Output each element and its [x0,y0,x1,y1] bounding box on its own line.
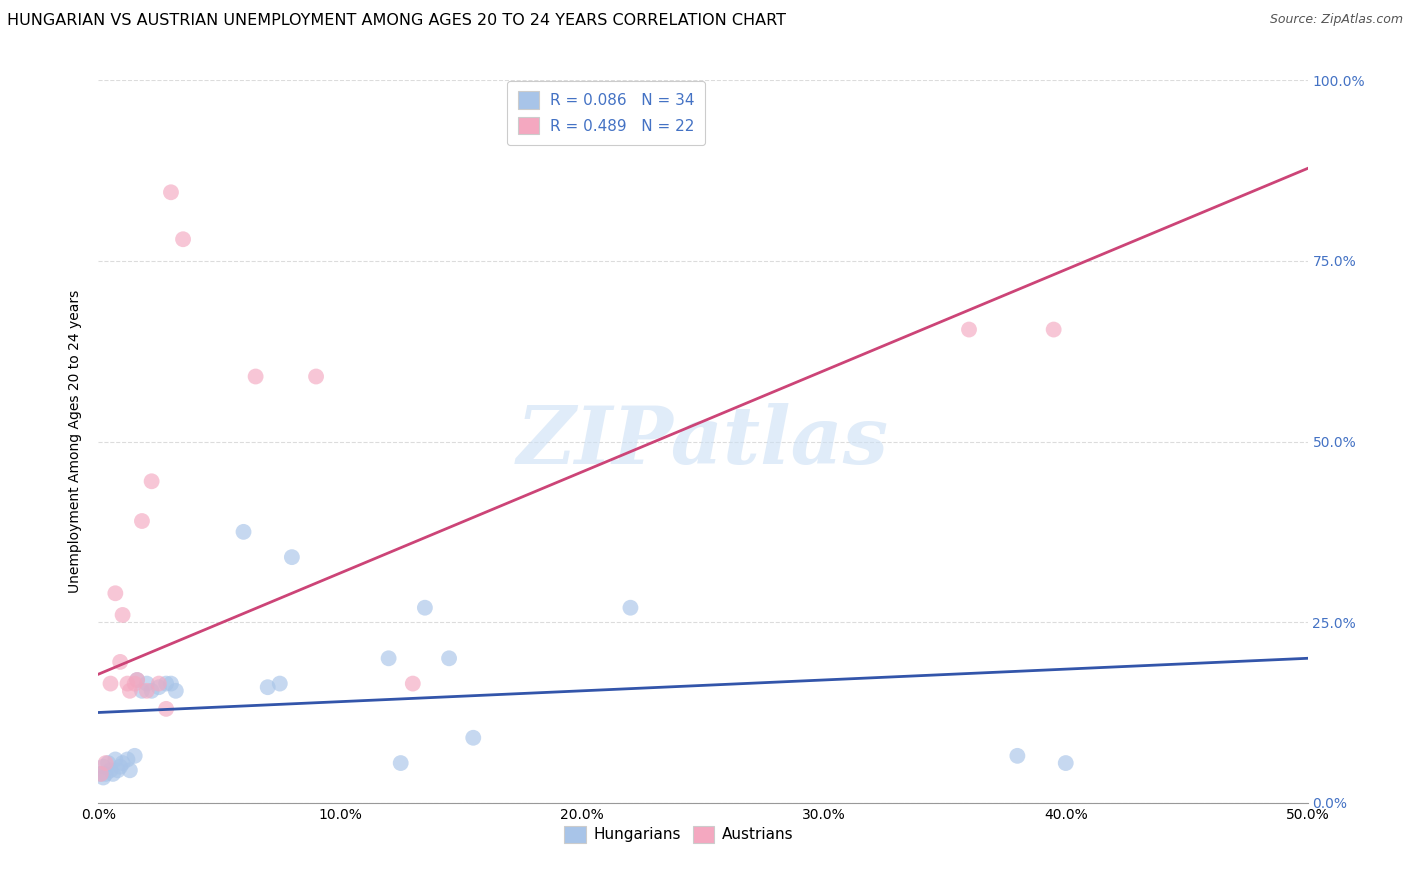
Point [305,369,328,384]
Point [160,186,183,200]
Point [155,676,177,690]
Point [135,683,157,698]
Point [108,655,131,669]
Point [104,586,127,600]
Point [107,764,129,778]
Point [141,475,163,489]
Point [148,680,170,694]
Point [100,676,122,690]
Text: Source: ZipAtlas.com: Source: ZipAtlas.com [1270,13,1403,27]
Point [90,767,112,781]
Point [1042,322,1064,336]
Point [90,767,112,781]
Point [141,683,163,698]
Point [111,607,134,622]
Point [118,683,141,698]
Point [377,651,399,665]
Point [402,676,425,690]
Point [172,232,194,246]
Point [389,756,412,770]
Point [619,600,641,615]
Point [111,756,134,770]
Point [463,731,485,745]
Text: HUNGARIAN VS AUSTRIAN UNEMPLOYMENT AMONG AGES 20 TO 24 YEARS CORRELATION CHART: HUNGARIAN VS AUSTRIAN UNEMPLOYMENT AMONG… [7,13,786,29]
Point [127,673,149,687]
Point [94,756,117,770]
Point [269,676,291,690]
Point [131,514,153,528]
Point [131,683,153,698]
Point [101,767,124,781]
Point [118,764,141,778]
Point [94,767,117,781]
Point [281,550,304,565]
Point [245,369,267,384]
Legend: Hungarians, Austrians: Hungarians, Austrians [558,820,800,849]
Point [100,764,122,778]
Point [135,676,157,690]
Point [256,680,278,694]
Point [117,676,139,690]
Point [155,702,177,716]
Point [124,676,146,690]
Point [104,752,127,766]
Point [97,756,120,770]
Point [165,683,187,698]
Point [1007,748,1029,763]
Point [437,651,460,665]
Point [1054,756,1077,770]
Point [413,600,436,615]
Point [232,524,254,539]
Point [127,673,149,687]
Point [957,322,980,336]
Point [148,676,170,690]
Point [91,760,114,774]
Point [160,676,183,690]
Point [124,748,146,763]
Y-axis label: Unemployment Among Ages 20 to 24 years: Unemployment Among Ages 20 to 24 years [69,290,83,593]
Point [91,771,114,785]
Point [117,752,139,766]
Text: ZIPatlas: ZIPatlas [517,403,889,480]
Point [108,760,131,774]
